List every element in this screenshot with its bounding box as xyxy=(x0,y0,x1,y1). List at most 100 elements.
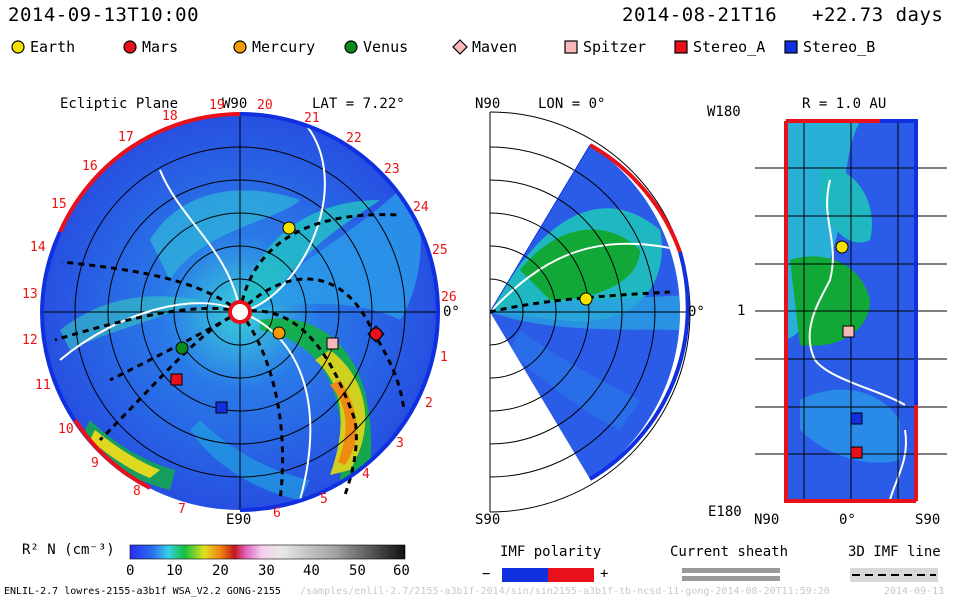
day-label: 12 xyxy=(22,333,38,348)
radial-map-plot xyxy=(755,119,947,503)
mars-marker xyxy=(369,327,383,341)
colorbar-tick: 10 xyxy=(166,563,183,579)
day-label: 22 xyxy=(346,131,362,146)
day-label: 9 xyxy=(91,456,99,471)
venus-marker-icon xyxy=(344,40,358,54)
colorbar-tick: 30 xyxy=(258,563,275,579)
radial-title: R = 1.0 AU xyxy=(802,96,887,112)
day-label: 16 xyxy=(82,159,98,174)
radial-bottom-label: E180 xyxy=(708,504,742,520)
legend-label: Mars xyxy=(142,38,179,56)
spitzer-marker-radial xyxy=(842,325,855,338)
radial-x-right: S90 xyxy=(915,512,941,528)
day-label: 7 xyxy=(178,502,186,517)
day-label: 5 xyxy=(320,492,328,507)
stereo-b-marker-icon xyxy=(784,40,798,54)
legend-label: Venus xyxy=(363,38,409,56)
imf-line-sample xyxy=(850,568,938,582)
day-label: 26 xyxy=(441,290,457,305)
lon-label: LON = 0° xyxy=(538,96,606,112)
ecliptic-bottom-label: E90 xyxy=(226,512,252,528)
day-label: 11 xyxy=(35,378,51,393)
legend-label: Earth xyxy=(30,38,76,56)
model-time: 2014-09-13T10:00 xyxy=(8,4,200,26)
imf-polarity-title: IMF polarity xyxy=(500,544,602,560)
meridional-bottom-label: S90 xyxy=(475,512,501,528)
radial-mid-label: 1 xyxy=(737,303,746,319)
imf-polarity-minus: − xyxy=(482,566,491,582)
spitzer-marker xyxy=(326,337,339,350)
radial-x-left: N90 xyxy=(754,512,780,528)
day-label: 3 xyxy=(396,436,404,451)
earth-marker-meridional xyxy=(579,292,593,306)
day-label: 10 xyxy=(58,422,74,437)
legend-label: Spitzer xyxy=(583,38,647,56)
meridional-right-label: 0° xyxy=(688,304,705,320)
day-label: 2 xyxy=(425,396,433,411)
imf-polarity-plus: + xyxy=(600,566,609,582)
ecliptic-top-label: W90 xyxy=(222,96,248,112)
ecliptic-right-label: 0° xyxy=(443,304,460,320)
ecliptic-title: Ecliptic Plane xyxy=(60,96,179,112)
time-offset: +22.73 days xyxy=(812,4,944,26)
model-info: ENLIL-2.7 lowres-2155-a3b1f WSA_V2.2 GON… xyxy=(4,586,281,597)
day-label: 8 xyxy=(133,484,141,499)
legend-label: Maven xyxy=(472,38,518,56)
radial-x-mid: 0° xyxy=(839,512,856,528)
colorbar-tick: 20 xyxy=(212,563,229,579)
legend-label: Mercury xyxy=(252,38,316,56)
colorbar-tick: 60 xyxy=(393,563,410,579)
maven-marker-icon xyxy=(452,39,468,55)
density-colorbar xyxy=(129,544,406,560)
stereo-b-marker-radial xyxy=(850,412,863,425)
sun-marker xyxy=(228,300,252,324)
stereo-a-marker-icon xyxy=(674,40,688,54)
colorbar-label: R² N (cm⁻³) xyxy=(22,542,115,558)
day-label: 4 xyxy=(362,467,370,482)
maven-marker xyxy=(367,325,385,343)
day-label: 17 xyxy=(118,130,134,145)
day-label: 19 xyxy=(209,98,225,113)
lat-label: LAT = 7.22° xyxy=(312,96,405,112)
imf-polarity-bar xyxy=(502,568,594,582)
colorbar-tick: 50 xyxy=(349,563,366,579)
footer-date: 2014-09-13 xyxy=(884,586,945,597)
mercury-marker-icon xyxy=(233,40,247,54)
radial-top-label: W180 xyxy=(707,104,741,120)
day-label: 25 xyxy=(432,243,448,258)
earth-marker-radial xyxy=(835,240,849,254)
day-label: 23 xyxy=(384,162,400,177)
run-path: /samples/enlil-2.7/2155-a3b1f-2014/sin/s… xyxy=(300,586,830,597)
colorbar-tick: 0 xyxy=(126,563,135,579)
day-label: 15 xyxy=(51,197,67,212)
day-label: 6 xyxy=(273,506,281,521)
earth-marker-icon xyxy=(11,40,25,54)
day-label: 1 xyxy=(440,350,448,365)
ecliptic-plane-plot xyxy=(39,112,441,512)
legend-label: Stereo_B xyxy=(803,38,876,56)
day-label: 21 xyxy=(304,111,320,126)
spitzer-marker-icon xyxy=(564,40,578,54)
meridional-plane-plot xyxy=(489,111,691,513)
mercury-marker xyxy=(272,326,286,340)
stereo-a-marker-radial xyxy=(850,446,863,459)
day-label: 18 xyxy=(162,109,178,124)
current-sheath-sample xyxy=(682,568,780,581)
day-label: 13 xyxy=(22,287,38,302)
venus-marker xyxy=(175,341,189,355)
reference-time: 2014-08-21T16 xyxy=(622,4,778,26)
imf-field-lines xyxy=(54,213,406,501)
legend-label: Stereo_A xyxy=(693,38,766,56)
stereo-a-marker xyxy=(170,373,183,386)
day-label: 24 xyxy=(413,200,429,215)
current-sheath-title: Current sheath xyxy=(670,544,789,560)
colorbar-tick: 40 xyxy=(303,563,320,579)
earth-marker xyxy=(282,221,296,235)
mars-marker-icon xyxy=(123,40,137,54)
day-label: 14 xyxy=(30,240,46,255)
day-label: 20 xyxy=(257,98,273,113)
imf-line-title: 3D IMF line xyxy=(848,544,941,560)
stereo-b-marker xyxy=(215,401,228,414)
meridional-top-label: N90 xyxy=(475,96,501,112)
